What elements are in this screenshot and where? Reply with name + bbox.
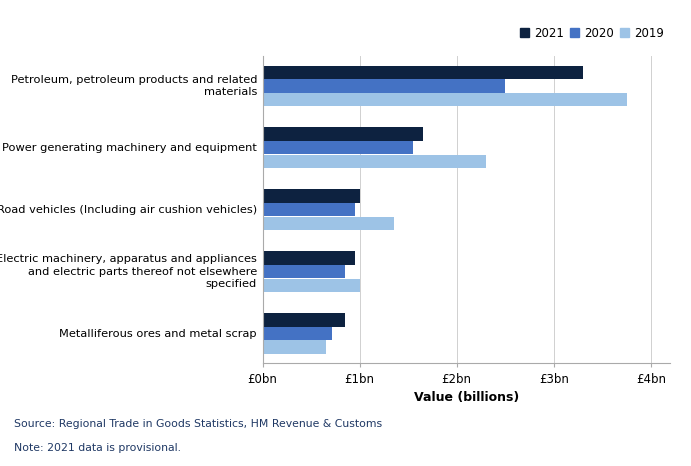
Bar — [263, 203, 354, 216]
Bar — [263, 141, 413, 154]
Text: Note: 2021 data is provisional.: Note: 2021 data is provisional. — [14, 443, 181, 452]
Bar — [263, 217, 394, 230]
Bar — [263, 327, 332, 340]
Bar — [263, 66, 583, 79]
Text: Source: Regional Trade in Goods Statistics, HM Revenue & Customs: Source: Regional Trade in Goods Statisti… — [14, 419, 382, 429]
Bar — [263, 341, 325, 354]
Bar — [263, 265, 345, 278]
X-axis label: Value (billions): Value (billions) — [414, 391, 519, 404]
Bar — [263, 189, 359, 203]
Bar — [263, 128, 423, 141]
Bar — [263, 155, 486, 168]
Bar — [263, 93, 627, 106]
Legend: 2021, 2020, 2019: 2021, 2020, 2019 — [515, 22, 668, 44]
Bar — [263, 79, 505, 93]
Bar — [263, 279, 359, 292]
Bar — [263, 313, 345, 327]
Bar — [263, 251, 354, 265]
